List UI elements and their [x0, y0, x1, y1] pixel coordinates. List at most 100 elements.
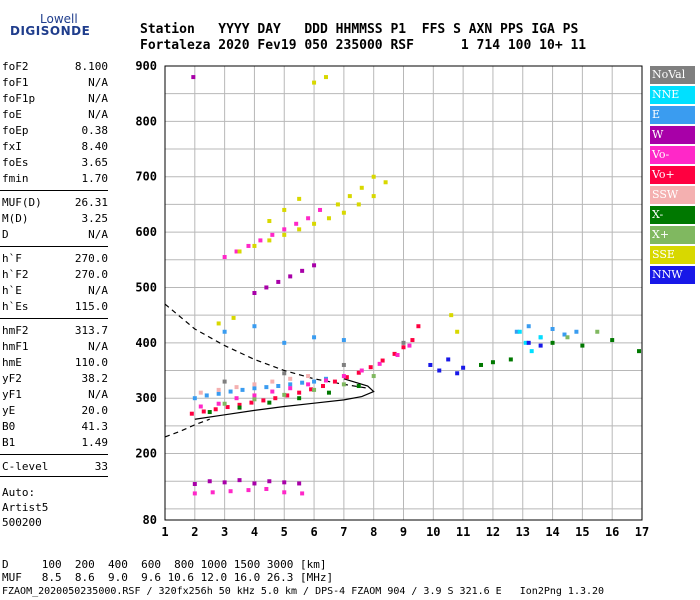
param-divider — [0, 454, 108, 455]
param-name: yF2 — [2, 372, 22, 385]
data-point — [416, 324, 421, 329]
data-point — [222, 401, 227, 406]
y-tick-label: 700 — [135, 170, 157, 184]
data-point — [264, 385, 269, 390]
data-point — [326, 390, 331, 395]
data-point — [204, 393, 209, 398]
data-point — [380, 358, 385, 363]
data-point — [258, 238, 263, 243]
profile-dashed-line — [164, 303, 368, 389]
param-value: N/A — [88, 76, 108, 89]
data-point — [323, 75, 328, 80]
param-value: 3.25 — [81, 212, 109, 225]
data-point — [517, 329, 522, 334]
data-point — [297, 390, 302, 395]
param-divider — [0, 318, 108, 319]
logo-digisonde: DIGISONDE — [10, 24, 91, 38]
legend-item-voplus: Vo+ — [650, 166, 695, 184]
data-point — [267, 238, 272, 243]
data-point — [368, 365, 373, 370]
data-point — [297, 396, 302, 401]
x-tick-label: 17 — [635, 525, 649, 539]
data-point — [356, 384, 361, 389]
data-point — [332, 379, 337, 384]
param-name: fmin — [2, 172, 29, 185]
legend-item-sse: SSE — [650, 246, 695, 264]
data-point — [234, 385, 239, 390]
data-point — [201, 409, 206, 414]
param-name: foF1 — [2, 76, 29, 89]
data-point — [210, 490, 215, 495]
data-point — [252, 291, 257, 295]
param-name: foF1p — [2, 92, 36, 105]
data-point — [249, 400, 254, 405]
param-name: foE — [2, 108, 22, 121]
data-point — [356, 202, 361, 207]
data-point — [401, 340, 406, 345]
data-point — [252, 397, 257, 402]
data-point — [377, 361, 382, 366]
data-point — [526, 340, 531, 345]
data-point — [237, 405, 242, 410]
autoscale-code: 500200 — [2, 516, 42, 529]
data-point — [580, 343, 585, 348]
data-point — [282, 340, 287, 345]
data-point — [270, 389, 275, 394]
data-point — [240, 387, 245, 392]
data-point — [306, 374, 311, 379]
data-point — [267, 479, 272, 484]
legend-item-nne: NNE — [650, 86, 695, 104]
data-point — [595, 329, 600, 334]
y-tick-label: 900 — [135, 59, 157, 73]
data-point — [213, 407, 218, 412]
data-point — [207, 479, 212, 484]
data-point — [192, 396, 197, 401]
data-point — [252, 382, 257, 387]
plot-frame — [164, 65, 643, 521]
data-point — [490, 360, 495, 365]
param-name: hmE — [2, 356, 22, 369]
data-point — [514, 329, 519, 334]
autoscale-label: Auto: — [2, 486, 36, 499]
data-point — [306, 382, 311, 387]
x-tick-label: 13 — [516, 525, 530, 539]
data-point — [264, 486, 269, 491]
data-point — [297, 481, 302, 486]
legend-item-xplus: X+ — [650, 226, 695, 244]
param-row: yF1 N/A — [2, 388, 108, 402]
legend-item-e: E — [650, 106, 695, 124]
data-point — [222, 379, 227, 384]
data-point — [270, 232, 275, 237]
data-point — [392, 351, 397, 356]
data-point — [216, 321, 221, 326]
param-value: 8.100 — [74, 60, 108, 73]
x-tick-label: 11 — [456, 525, 470, 539]
legend-item-w: W — [650, 126, 695, 144]
y-tick-label: 400 — [135, 336, 157, 350]
param-name: foEs — [2, 156, 29, 169]
data-point — [300, 380, 305, 385]
param-name: yF1 — [2, 388, 22, 401]
data-point — [285, 393, 290, 398]
param-name: fxI — [2, 140, 22, 153]
data-point — [341, 374, 346, 379]
param-row: h`F2 270.0 — [2, 268, 108, 282]
data-point — [246, 488, 251, 493]
param-value: 8.40 — [81, 140, 109, 153]
data-point — [192, 482, 197, 487]
legend-item-xminus: X- — [650, 206, 695, 224]
data-point — [282, 490, 287, 495]
data-point — [288, 274, 293, 279]
data-point — [300, 268, 305, 273]
param-name: h`F — [2, 252, 22, 265]
data-point — [252, 393, 257, 398]
data-point — [446, 357, 451, 362]
data-point — [562, 332, 567, 337]
data-point — [264, 285, 269, 290]
param-row: fmin 1.70 — [2, 172, 108, 186]
x-tick-label: 1 — [161, 525, 168, 539]
data-point — [312, 379, 317, 384]
data-point — [246, 243, 251, 248]
data-point — [371, 174, 376, 179]
param-row: MUF(D) 26.31 — [2, 196, 108, 210]
